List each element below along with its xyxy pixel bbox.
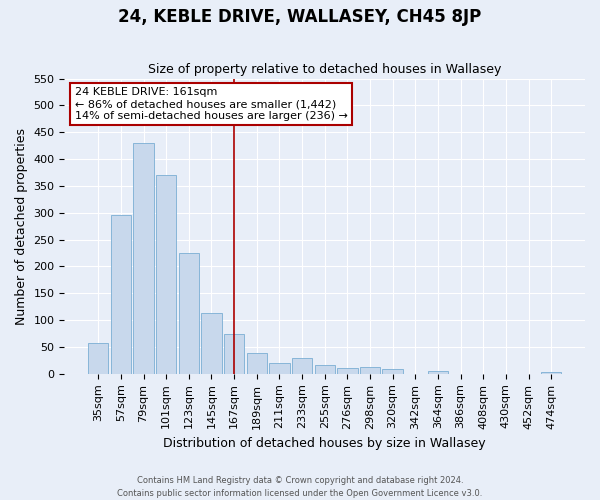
Text: Contains HM Land Registry data © Crown copyright and database right 2024.
Contai: Contains HM Land Registry data © Crown c…: [118, 476, 482, 498]
Bar: [156, 175, 176, 374]
Bar: [541, 372, 562, 374]
Title: Size of property relative to detached houses in Wallasey: Size of property relative to detached ho…: [148, 63, 502, 76]
Bar: [133, 143, 154, 374]
Y-axis label: Number of detached properties: Number of detached properties: [15, 128, 28, 324]
X-axis label: Distribution of detached houses by size in Wallasey: Distribution of detached houses by size …: [163, 437, 486, 450]
Bar: [428, 371, 448, 374]
Text: 24 KEBLE DRIVE: 161sqm
← 86% of detached houses are smaller (1,442)
14% of semi-: 24 KEBLE DRIVE: 161sqm ← 86% of detached…: [75, 88, 347, 120]
Bar: [269, 362, 290, 374]
Bar: [382, 369, 403, 374]
Bar: [201, 313, 221, 374]
Bar: [179, 253, 199, 374]
Bar: [224, 334, 244, 374]
Bar: [292, 358, 312, 374]
Bar: [247, 354, 267, 374]
Bar: [111, 216, 131, 374]
Bar: [337, 368, 358, 374]
Text: 24, KEBLE DRIVE, WALLASEY, CH45 8JP: 24, KEBLE DRIVE, WALLASEY, CH45 8JP: [118, 8, 482, 26]
Bar: [360, 368, 380, 374]
Bar: [88, 343, 109, 374]
Bar: [314, 364, 335, 374]
